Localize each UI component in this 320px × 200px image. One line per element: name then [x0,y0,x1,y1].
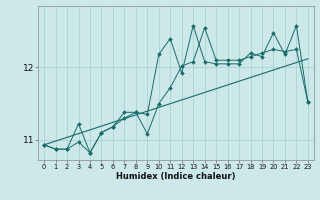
X-axis label: Humidex (Indice chaleur): Humidex (Indice chaleur) [116,172,236,181]
